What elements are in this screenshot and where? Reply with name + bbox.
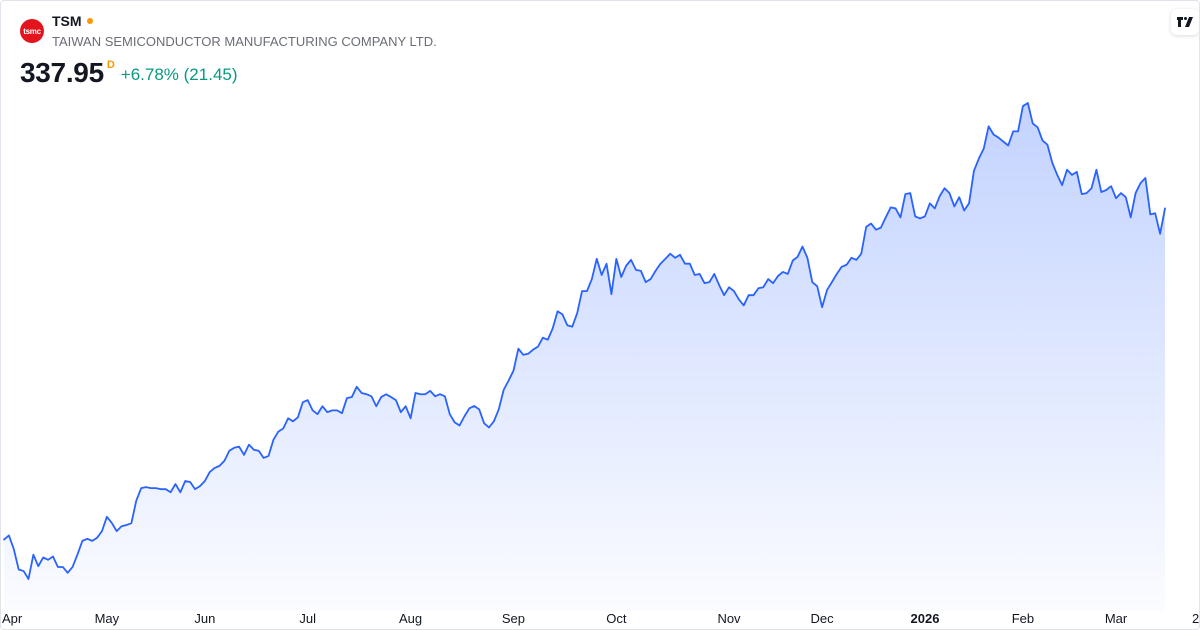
x-tick-label: Aug	[399, 611, 422, 626]
x-tick-label: Jul	[299, 611, 316, 626]
x-tick-label: Sep	[502, 611, 525, 626]
price-change: +6.78% (21.45)	[120, 65, 238, 84]
x-tick-label: May	[95, 611, 120, 626]
tsmc-logo: tsmc	[20, 19, 44, 43]
price-area-fill	[4, 103, 1165, 611]
x-tick-label: Feb	[1012, 611, 1034, 626]
x-tick-label: Oct	[606, 611, 627, 626]
x-tick-label: Nov	[717, 611, 741, 626]
tradingview-logo-icon[interactable]	[1171, 9, 1199, 35]
x-axis: Apr May Jun Jul Aug Sep Oct Nov Dec 2026 Feb Mar 25	[2, 611, 1200, 626]
ticker-symbol[interactable]: TSM	[52, 13, 82, 29]
company-name: TAIWAN SEMICONDUCTOR MANUFACTURING COMPA…	[52, 34, 437, 49]
x-tick-label: Dec	[811, 611, 835, 626]
x-tick-label: Apr	[2, 611, 23, 626]
x-tick-label: 2026	[911, 611, 940, 626]
market-status-dot-icon	[86, 17, 93, 24]
last-price: 337.95	[20, 57, 104, 88]
x-tick-label: 25	[1192, 611, 1200, 626]
x-tick-label: Mar	[1105, 611, 1128, 626]
x-tick-label: Jun	[194, 611, 215, 626]
price-interval-badge: D	[106, 59, 115, 71]
price-line	[3, 102, 1166, 580]
